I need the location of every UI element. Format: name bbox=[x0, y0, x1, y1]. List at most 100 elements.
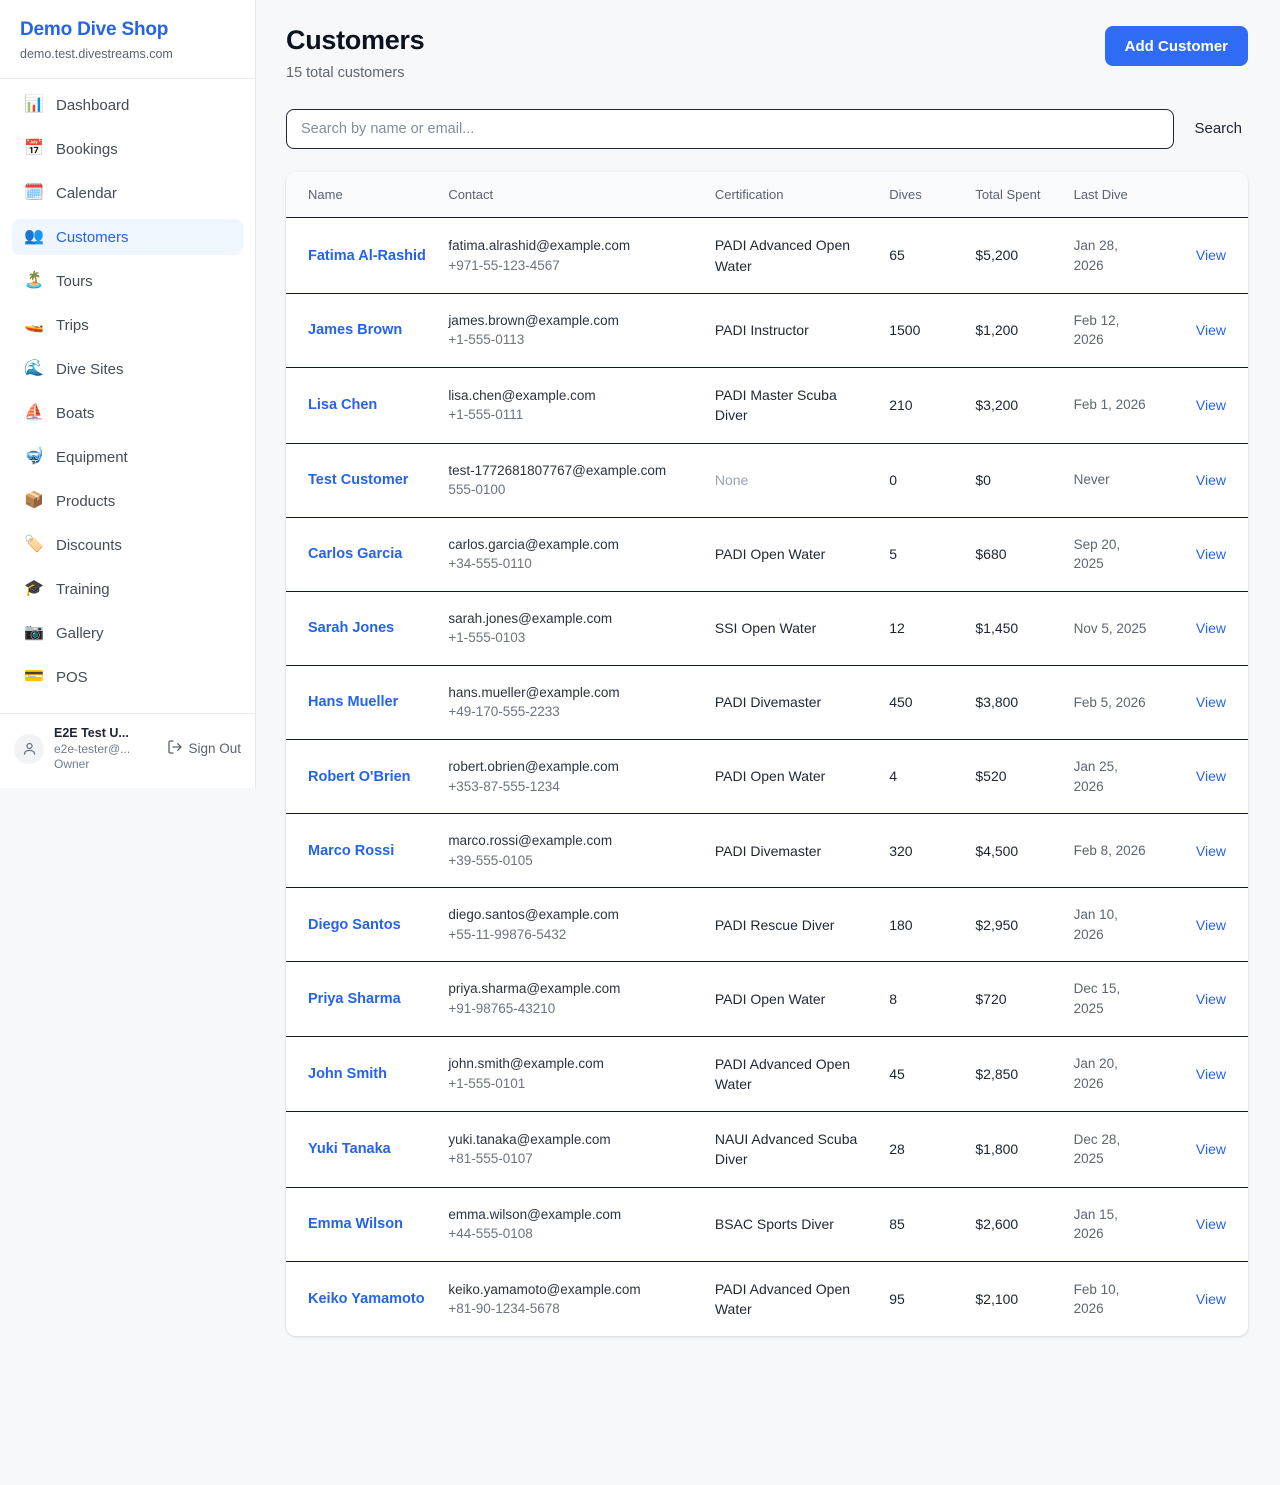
column-header-certification[interactable]: Certification bbox=[704, 171, 880, 219]
cell-actions: View bbox=[1157, 665, 1248, 741]
view-link[interactable]: View bbox=[1195, 620, 1226, 637]
customer-name-link[interactable]: Hans Mueller bbox=[308, 694, 399, 711]
table-row: Emma Wilson emma.wilson@example.com +44-55… bbox=[286, 1187, 1248, 1262]
customer-name-link[interactable]: Priya Sharma bbox=[308, 990, 401, 1007]
customer-name-link[interactable]: John Smith bbox=[308, 1065, 387, 1082]
spiral-calendar-icon: 🗓️ bbox=[24, 184, 44, 201]
column-header-dives[interactable]: Dives bbox=[879, 171, 966, 219]
search-button[interactable]: Search bbox=[1188, 114, 1248, 143]
sidebar-item-label: Gallery bbox=[56, 624, 104, 642]
add-customer-button[interactable]: Add Customer bbox=[1104, 26, 1248, 66]
cell-last-dive: Feb 1, 2026 bbox=[1063, 367, 1158, 444]
customer-email: yuki.tanaka@example.com bbox=[448, 1131, 611, 1147]
cell-contact: keiko.yamamoto@example.com +81-90-1234-56… bbox=[438, 1261, 705, 1336]
view-link[interactable]: View bbox=[1195, 247, 1226, 264]
sidebar-item-training[interactable]: 🎓 Training bbox=[12, 571, 243, 607]
customer-name-link[interactable]: Carlos Garcia bbox=[308, 546, 403, 563]
cell-dives: 28 bbox=[879, 1111, 966, 1188]
view-link[interactable]: View bbox=[1195, 1216, 1226, 1233]
customer-email: emma.wilson@example.com bbox=[448, 1206, 622, 1222]
table-row: Lisa Chen lisa.chen@example.com +1-555-011… bbox=[286, 367, 1248, 444]
customer-name-link[interactable]: Sarah Jones bbox=[308, 620, 395, 637]
search-input[interactable] bbox=[286, 108, 1175, 149]
cell-contact: priya.sharma@example.com +91-98765-43210 bbox=[438, 961, 705, 1037]
certification-value: SSI Open Water bbox=[714, 620, 817, 637]
table-row: Diego Santos diego.santos@example.com +55-… bbox=[286, 887, 1248, 963]
certification-value: PADI Instructor bbox=[714, 322, 809, 339]
certification-value: PADI Advanced Open Water bbox=[714, 1280, 851, 1318]
camera-icon: 📷 bbox=[24, 624, 44, 641]
sidebar-item-equipment[interactable]: 🤿 Equipment bbox=[12, 439, 243, 475]
customer-phone: +34-555-0110 bbox=[448, 556, 532, 572]
sidebar-item-dashboard[interactable]: 📊 Dashboard bbox=[12, 87, 243, 123]
view-link[interactable]: View bbox=[1195, 397, 1226, 414]
table-row: Hans Mueller hans.mueller@example.com +49-… bbox=[286, 665, 1248, 741]
view-link[interactable]: View bbox=[1195, 990, 1226, 1007]
cell-last-dive: Dec 15, 2025 bbox=[1063, 961, 1158, 1037]
cell-actions: View bbox=[1157, 1187, 1248, 1262]
customer-name-link[interactable]: Keiko Yamamoto bbox=[308, 1291, 425, 1308]
cell-total-spent: $5,200 bbox=[965, 217, 1064, 294]
sidebar-item-pos[interactable]: 💳 POS bbox=[12, 659, 243, 695]
view-link[interactable]: View bbox=[1195, 1141, 1226, 1158]
sidebar-item-calendar[interactable]: 🗓️ Calendar bbox=[12, 175, 243, 211]
cell-name: Keiko Yamamoto bbox=[286, 1261, 438, 1336]
speedboat-icon: 🚤 bbox=[24, 316, 44, 333]
view-link[interactable]: View bbox=[1195, 322, 1226, 339]
sidebar-item-products[interactable]: 📦 Products bbox=[12, 483, 243, 519]
cell-name: John Smith bbox=[286, 1036, 439, 1113]
cell-certification: PADI Instructor bbox=[704, 293, 880, 368]
customer-phone: +971-55-123-4567 bbox=[448, 257, 560, 273]
main-content: Customers 15 total customers Add Custome… bbox=[256, 0, 1280, 1366]
sidebar-item-boats[interactable]: ⛵ Boats bbox=[12, 395, 243, 431]
column-header-contact[interactable]: Contact bbox=[438, 171, 705, 219]
sidebar-item-label: Calendar bbox=[56, 184, 117, 202]
cell-name: James Brown bbox=[286, 293, 439, 368]
cell-name: Sarah Jones bbox=[286, 591, 439, 666]
view-link[interactable]: View bbox=[1195, 916, 1226, 933]
customer-name-link[interactable]: Robert O'Brien bbox=[308, 768, 411, 785]
sidebar-item-dive-sites[interactable]: 🌊 Dive Sites bbox=[12, 351, 243, 387]
customer-name-link[interactable]: James Brown bbox=[308, 322, 403, 339]
column-header-last-dive[interactable]: Last Dive bbox=[1063, 171, 1158, 219]
island-icon: 🏝️ bbox=[24, 272, 44, 289]
cell-actions: View bbox=[1157, 739, 1248, 815]
wave-icon: 🌊 bbox=[24, 360, 44, 377]
customer-name-link[interactable]: Diego Santos bbox=[308, 916, 401, 933]
customer-phone: +81-555-0107 bbox=[448, 1151, 533, 1167]
sidebar-item-gallery[interactable]: 📷 Gallery bbox=[12, 615, 243, 651]
customer-name-link[interactable]: Emma Wilson bbox=[308, 1216, 403, 1233]
sailboat-icon: ⛵ bbox=[24, 404, 44, 421]
cell-last-dive: Nov 5, 2025 bbox=[1063, 591, 1158, 666]
view-link[interactable]: View bbox=[1195, 768, 1226, 785]
view-link[interactable]: View bbox=[1195, 694, 1226, 711]
view-link[interactable]: View bbox=[1195, 546, 1226, 563]
sidebar-item-tours[interactable]: 🏝️ Tours bbox=[12, 263, 243, 299]
sidebar-item-discounts[interactable]: 🏷️ Discounts bbox=[12, 527, 243, 563]
sidebar-item-customers[interactable]: 👥 Customers bbox=[12, 219, 243, 255]
cell-last-dive: Jan 28, 2026 bbox=[1063, 217, 1158, 294]
cell-last-dive: Dec 28, 2025 bbox=[1063, 1111, 1158, 1188]
view-link[interactable]: View bbox=[1195, 1291, 1226, 1307]
sidebar-item-bookings[interactable]: 📅 Bookings bbox=[12, 131, 243, 167]
tag-icon: 🏷️ bbox=[24, 536, 44, 553]
customer-name-link[interactable]: Fatima Al-Rashid bbox=[308, 247, 426, 264]
column-header-name[interactable]: Name bbox=[286, 171, 439, 219]
cell-dives: 210 bbox=[879, 367, 966, 444]
certification-value: PADI Master Scuba Diver bbox=[714, 386, 837, 424]
view-link[interactable]: View bbox=[1195, 1065, 1226, 1082]
sign-out-button[interactable]: Sign Out bbox=[167, 739, 241, 758]
column-header-total-spent[interactable]: Total Spent bbox=[965, 171, 1064, 219]
view-link[interactable]: View bbox=[1195, 842, 1226, 859]
certification-value: PADI Open Water bbox=[714, 768, 826, 785]
cell-certification: PADI Open Water bbox=[704, 517, 880, 592]
customer-name-link[interactable]: Yuki Tanaka bbox=[308, 1141, 391, 1158]
customer-name-link[interactable]: Lisa Chen bbox=[308, 397, 378, 414]
cell-total-spent: $0 bbox=[965, 443, 1064, 518]
sidebar-item-trips[interactable]: 🚤 Trips bbox=[12, 307, 243, 343]
cell-name: Yuki Tanaka bbox=[286, 1111, 439, 1188]
cell-certification: SSI Open Water bbox=[704, 591, 880, 666]
customer-name-link[interactable]: Marco Rossi bbox=[308, 842, 395, 859]
customer-name-link[interactable]: Test Customer bbox=[308, 472, 409, 489]
view-link[interactable]: View bbox=[1195, 471, 1226, 488]
